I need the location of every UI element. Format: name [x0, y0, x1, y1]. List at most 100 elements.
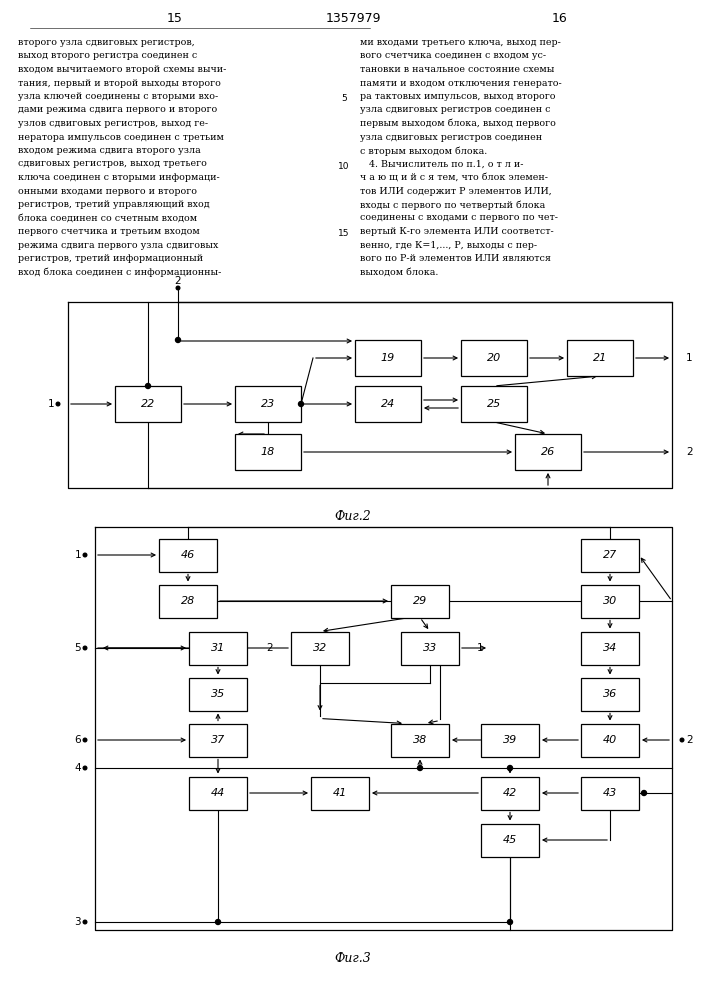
- Bar: [401, 632, 459, 664]
- Text: ч а ю щ и й с я тем, что блок элемен-: ч а ю щ и й с я тем, что блок элемен-: [360, 173, 548, 182]
- Text: 26: 26: [541, 447, 555, 457]
- Bar: [581, 776, 639, 810]
- Circle shape: [83, 553, 87, 557]
- Text: входы с первого по четвертый блока: входы с первого по четвертый блока: [360, 200, 545, 210]
- Bar: [515, 434, 581, 470]
- Circle shape: [56, 402, 60, 406]
- Text: 45: 45: [503, 835, 517, 845]
- Text: 41: 41: [333, 788, 347, 798]
- Text: 40: 40: [603, 735, 617, 745]
- Text: 1357979: 1357979: [325, 11, 381, 24]
- Text: регистров, третий информационный: регистров, третий информационный: [18, 254, 203, 263]
- Circle shape: [146, 383, 151, 388]
- Bar: [291, 632, 349, 664]
- Text: узла сдвиговых регистров соединен с: узла сдвиговых регистров соединен с: [360, 105, 551, 114]
- Text: венно, где К=1,..., Р, выходы с пер-: венно, где К=1,..., Р, выходы с пер-: [360, 240, 537, 249]
- Text: тов ИЛИ содержит Р элементов ИЛИ,: тов ИЛИ содержит Р элементов ИЛИ,: [360, 186, 551, 196]
- Text: выходом блока.: выходом блока.: [360, 267, 438, 276]
- Bar: [311, 776, 369, 810]
- Circle shape: [508, 766, 513, 770]
- Text: 18: 18: [261, 447, 275, 457]
- Bar: [461, 340, 527, 376]
- Circle shape: [641, 790, 646, 796]
- Text: Фиг.3: Фиг.3: [334, 952, 371, 965]
- Bar: [581, 678, 639, 710]
- Circle shape: [680, 738, 684, 742]
- Bar: [481, 724, 539, 756]
- Text: сдвиговых регистров, выход третьего: сдвиговых регистров, выход третьего: [18, 159, 207, 168]
- Text: 1: 1: [74, 550, 81, 560]
- Text: 30: 30: [603, 596, 617, 606]
- Text: 42: 42: [503, 788, 517, 798]
- Bar: [189, 678, 247, 710]
- Bar: [115, 386, 181, 422]
- Text: 22: 22: [141, 399, 155, 409]
- Text: вого по Р-й элементов ИЛИ являются: вого по Р-й элементов ИЛИ являются: [360, 254, 551, 263]
- Bar: [391, 724, 449, 756]
- Text: дами режима сдвига первого и второго: дами режима сдвига первого и второго: [18, 105, 217, 114]
- Text: 27: 27: [603, 550, 617, 560]
- Text: 1: 1: [477, 643, 484, 653]
- Text: входом вычитаемого второй схемы вычи-: входом вычитаемого второй схемы вычи-: [18, 65, 226, 74]
- Bar: [581, 632, 639, 664]
- Circle shape: [508, 920, 513, 924]
- Text: 24: 24: [381, 399, 395, 409]
- Text: режима сдвига первого узла сдвиговых: режима сдвига первого узла сдвиговых: [18, 240, 218, 249]
- Text: вертый К-го элемента ИЛИ соответст-: вертый К-го элемента ИЛИ соответст-: [360, 227, 554, 236]
- Text: 25: 25: [487, 399, 501, 409]
- Text: 21: 21: [593, 353, 607, 363]
- Text: 29: 29: [413, 596, 427, 606]
- Text: 15: 15: [338, 229, 350, 238]
- Text: ми входами третьего ключа, выход пер-: ми входами третьего ключа, выход пер-: [360, 38, 561, 47]
- Circle shape: [83, 646, 87, 650]
- Circle shape: [176, 286, 180, 290]
- Bar: [581, 724, 639, 756]
- Text: 5: 5: [341, 94, 347, 103]
- Bar: [481, 776, 539, 810]
- Bar: [461, 386, 527, 422]
- Bar: [391, 584, 449, 617]
- Text: тания, первый и второй выходы второго: тания, первый и второй выходы второго: [18, 79, 221, 88]
- Text: Фиг.2: Фиг.2: [334, 510, 371, 523]
- Bar: [159, 538, 217, 572]
- Text: тановки в начальное состояние схемы: тановки в начальное состояние схемы: [360, 65, 554, 74]
- Text: 5: 5: [74, 643, 81, 653]
- Text: 23: 23: [261, 399, 275, 409]
- Text: онными входами первого и второго: онными входами первого и второго: [18, 186, 197, 196]
- Text: 36: 36: [603, 689, 617, 699]
- Text: 20: 20: [487, 353, 501, 363]
- Text: 43: 43: [603, 788, 617, 798]
- Text: 2: 2: [686, 447, 693, 457]
- Bar: [567, 340, 633, 376]
- Bar: [189, 724, 247, 756]
- Text: 39: 39: [503, 735, 517, 745]
- Text: первого счетчика и третьим входом: первого счетчика и третьим входом: [18, 227, 200, 236]
- Text: узла ключей соединены с вторыми вхо-: узла ключей соединены с вторыми вхо-: [18, 92, 218, 101]
- Circle shape: [83, 766, 87, 770]
- Text: с вторым выходом блока.: с вторым выходом блока.: [360, 146, 487, 155]
- Text: второго узла сдвиговых регистров,: второго узла сдвиговых регистров,: [18, 38, 194, 47]
- Text: 1: 1: [47, 399, 54, 409]
- Text: памяти и входом отключения генерато-: памяти и входом отключения генерато-: [360, 79, 562, 88]
- Text: 28: 28: [181, 596, 195, 606]
- Circle shape: [298, 401, 303, 406]
- Text: 2: 2: [686, 735, 693, 745]
- Text: блока соединен со счетным входом: блока соединен со счетным входом: [18, 214, 197, 223]
- Bar: [159, 584, 217, 617]
- Text: 6: 6: [74, 735, 81, 745]
- Bar: [355, 386, 421, 422]
- Text: соединены с входами с первого по чет-: соединены с входами с первого по чет-: [360, 214, 558, 223]
- Circle shape: [216, 920, 221, 924]
- Circle shape: [83, 920, 87, 924]
- Bar: [189, 632, 247, 664]
- Text: 44: 44: [211, 788, 225, 798]
- Text: 2: 2: [175, 276, 181, 286]
- Text: 3: 3: [74, 917, 81, 927]
- Text: 1: 1: [686, 353, 693, 363]
- Text: выход второго регистра соединен с: выход второго регистра соединен с: [18, 51, 197, 60]
- Text: первым выходом блока, выход первого: первым выходом блока, выход первого: [360, 119, 556, 128]
- Circle shape: [418, 766, 423, 770]
- Text: 35: 35: [211, 689, 225, 699]
- Bar: [581, 538, 639, 572]
- Text: нератора импульсов соединен с третьим: нератора импульсов соединен с третьим: [18, 132, 224, 141]
